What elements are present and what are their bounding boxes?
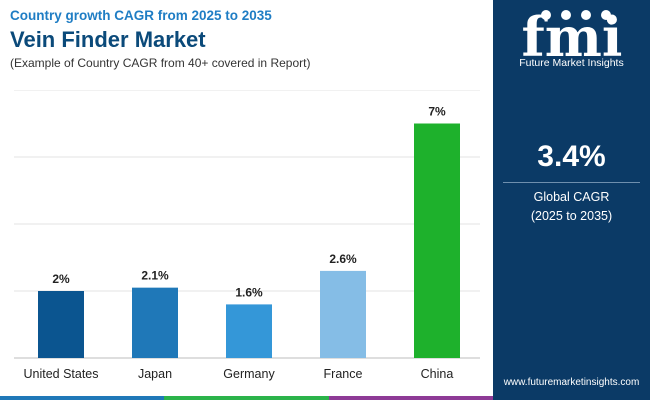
bar [38,291,84,358]
data-label: 7% [428,105,446,119]
global-cagr-value: 3.4% [537,140,606,173]
chart-header: Country growth CAGR from 2025 to 2035 Ve… [10,8,490,71]
bar [320,270,366,358]
sidebar-divider [503,182,640,183]
global-cagr-label: Global CAGR (2025 to 2035) [493,188,650,226]
data-label: 2.6% [329,252,357,266]
sidebar-panel: fmi Future Market Insights 3.4% Global C… [493,0,650,400]
x-tick-label: China [421,367,454,381]
global-cagr-title: Global CAGR [533,190,610,204]
bottom-bar-segment [164,396,329,400]
x-tick-label: France [324,367,363,381]
bar-chart: 2% United States 2.1% Japan 1.6% Germany 2.6% F… [14,90,480,381]
chart-kicker: Country growth CAGR from 2025 to 2035 [10,8,272,23]
bar [414,123,460,358]
bottom-bar-segment [0,396,165,400]
x-tick-label: Japan [138,367,172,381]
website-link[interactable]: www.futuremarketinsights.com [503,377,640,388]
data-label: 2% [52,272,70,286]
x-tick-label: United States [23,367,98,381]
bottom-bar-segment [328,396,493,400]
x-tick-label: Germany [223,367,275,381]
bottom-color-bar [0,396,493,400]
global-cagr-period: (2025 to 2035) [530,209,613,223]
fmi-logo-icon: fmi [522,6,623,69]
logo-tagline: Future Market Insights [519,57,624,69]
chart-title: Vein Finder Market [10,27,206,52]
bar [226,304,272,358]
chart-note: (Example of Country CAGR from 40+ covere… [10,56,311,70]
bar [132,287,178,358]
data-label: 1.6% [235,285,263,299]
data-label: 2.1% [141,269,169,283]
